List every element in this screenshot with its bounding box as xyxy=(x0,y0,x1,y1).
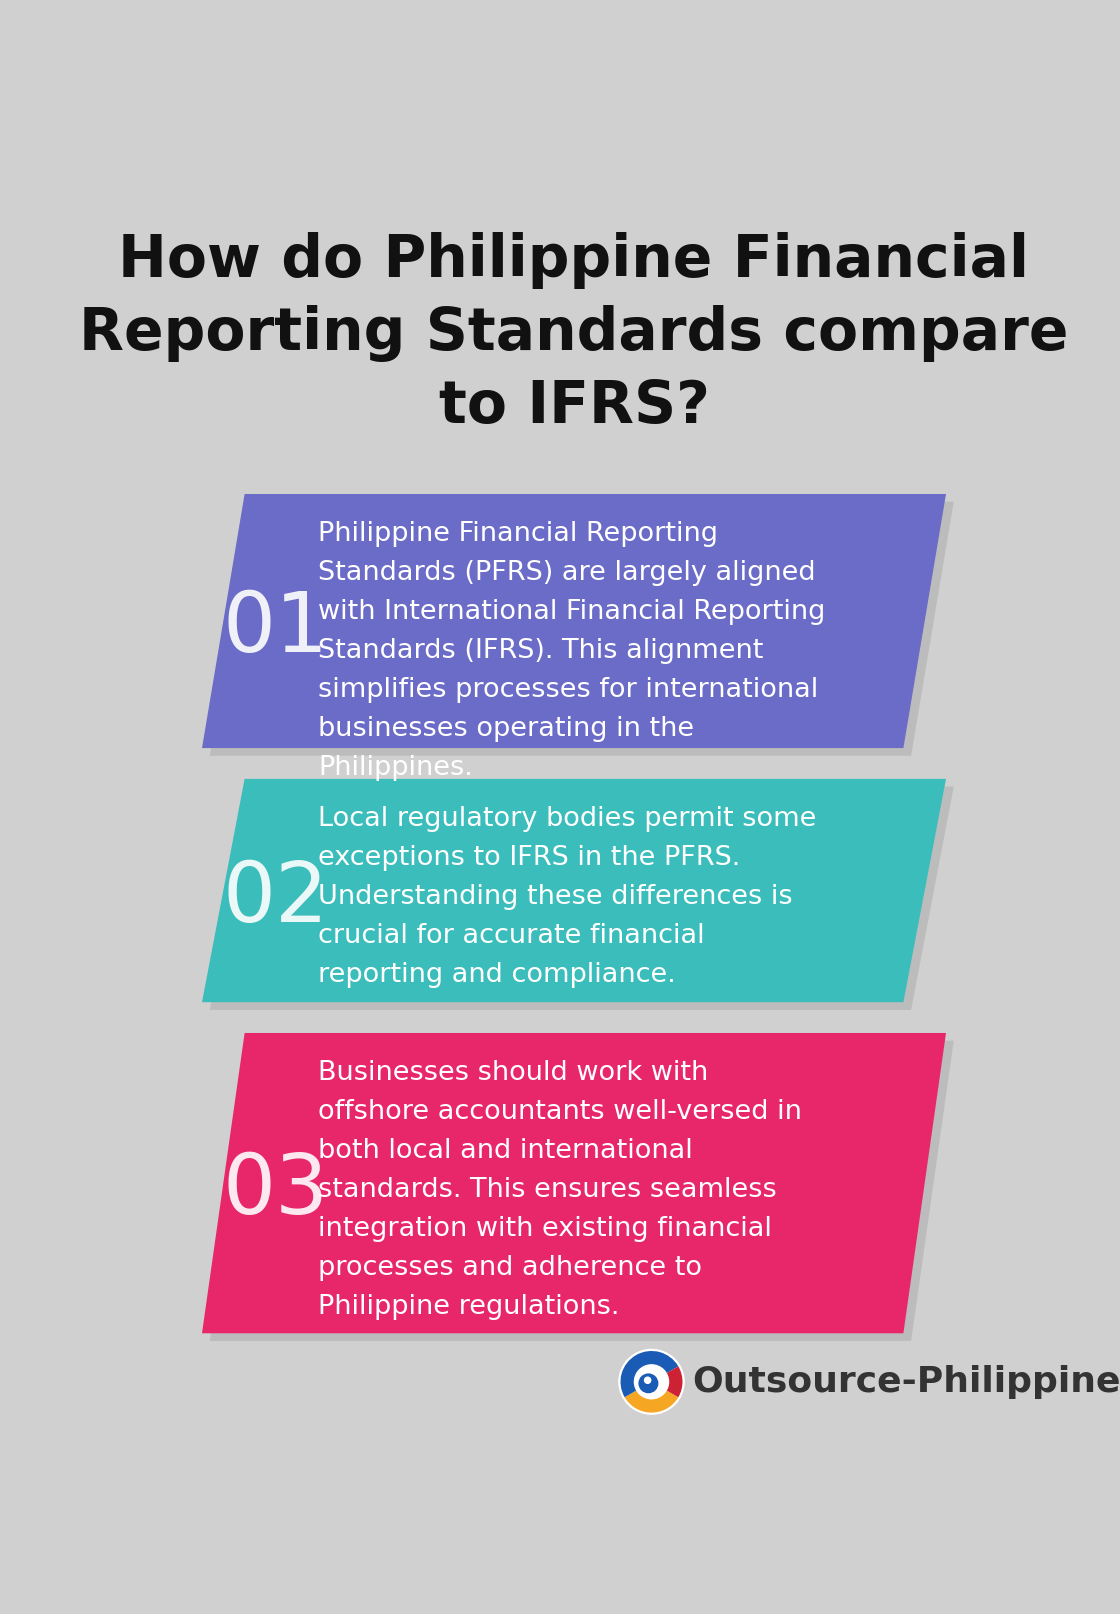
Text: Businesses should work with
offshore accountants well-versed in
both local and i: Businesses should work with offshore acc… xyxy=(318,1060,802,1320)
Polygon shape xyxy=(209,786,954,1010)
Circle shape xyxy=(644,1377,651,1383)
Wedge shape xyxy=(652,1367,682,1398)
Polygon shape xyxy=(209,1041,954,1341)
Text: How do Philippine Financial
Reporting Standards compare
to IFRS?: How do Philippine Financial Reporting St… xyxy=(80,232,1068,434)
Text: 02: 02 xyxy=(223,857,328,939)
Polygon shape xyxy=(202,1033,946,1333)
Circle shape xyxy=(619,1349,684,1414)
Polygon shape xyxy=(202,494,946,747)
Polygon shape xyxy=(209,502,954,755)
Text: 03: 03 xyxy=(223,1151,328,1231)
Text: Outsource-Philippines: Outsource-Philippines xyxy=(692,1365,1120,1399)
Text: 01: 01 xyxy=(223,587,328,670)
Wedge shape xyxy=(620,1351,679,1398)
Circle shape xyxy=(640,1374,657,1393)
Text: Philippine Financial Reporting
Standards (PFRS) are largely aligned
with Interna: Philippine Financial Reporting Standards… xyxy=(318,521,825,781)
Text: Local regulatory bodies permit some
exceptions to IFRS in the PFRS.
Understandin: Local regulatory bodies permit some exce… xyxy=(318,805,816,988)
Polygon shape xyxy=(202,780,946,1002)
Wedge shape xyxy=(625,1382,679,1412)
Circle shape xyxy=(634,1365,669,1399)
